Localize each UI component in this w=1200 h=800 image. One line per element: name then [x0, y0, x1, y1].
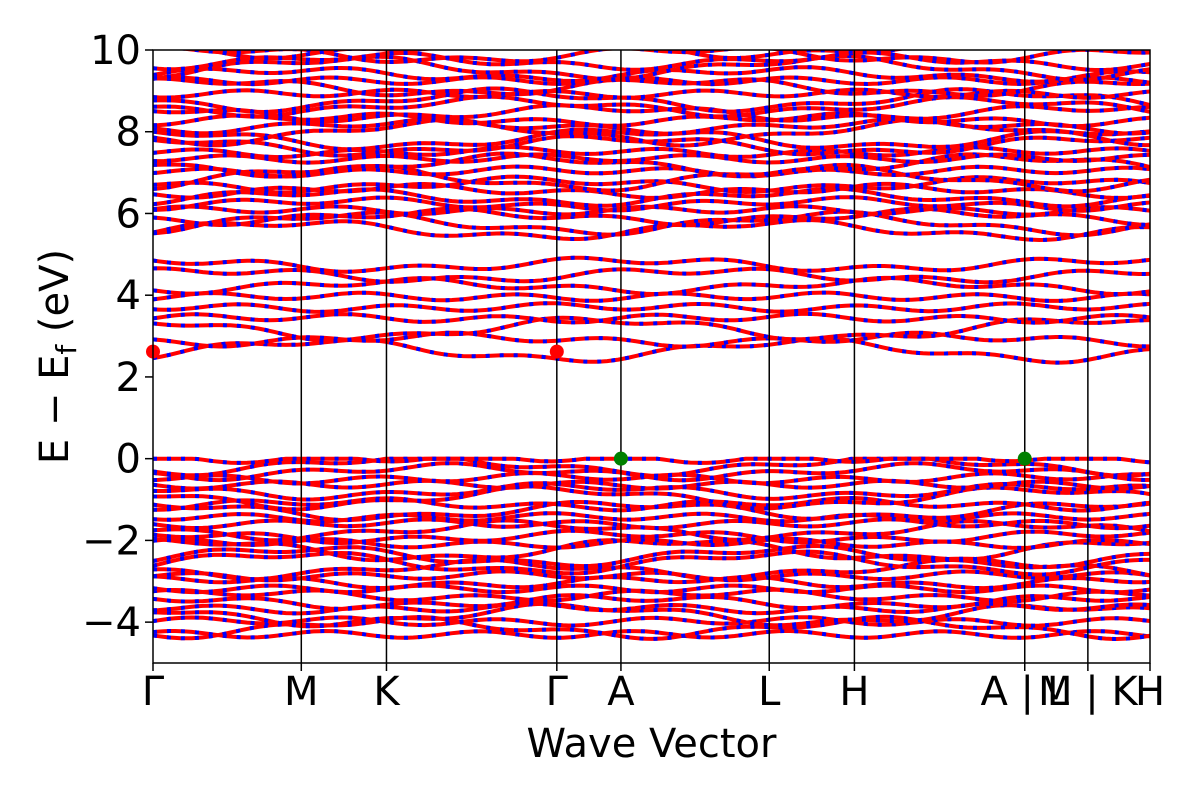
band-line-spin-up: [153, 549, 1150, 577]
band-line-spin-up: [153, 330, 1150, 349]
y-axis-label-subscript: f: [50, 344, 83, 355]
band-line-spin-up: [153, 593, 1150, 611]
x-tick-label: A: [607, 669, 635, 715]
band-line-spin-up: [153, 164, 1150, 179]
band-line-spin-up: [153, 76, 1150, 98]
band-line-spin-up: [153, 275, 1150, 296]
band-line-spin-up: [153, 511, 1150, 524]
band-line-spin-up: [153, 75, 1150, 87]
x-tick-label: M | K: [1038, 669, 1139, 715]
y-axis-label: E − Ef (eV): [32, 249, 83, 464]
vbm-marker: [1017, 451, 1032, 466]
band-line-spin-up: [153, 336, 1150, 365]
y-tick-label: 6: [116, 191, 141, 237]
cbm-marker: [549, 344, 564, 359]
x-tick-label: M: [284, 669, 319, 715]
band-line-spin-up: [153, 266, 1150, 285]
x-tick-label: Γ: [142, 669, 165, 715]
band-line-spin-down: [153, 37, 1150, 47]
x-tick-label: K: [373, 669, 401, 715]
x-tick-label: L: [758, 669, 781, 715]
band-line-spin-up: [153, 456, 1150, 478]
band-line-spin-up: [153, 116, 1150, 136]
band-line-spin-up: [153, 206, 1150, 228]
band-line-spin-up: [153, 601, 1150, 629]
y-axis-label-main: E − E: [32, 355, 78, 465]
band-line-spin-up: [153, 478, 1150, 491]
band-line-spin-up: [153, 517, 1150, 531]
band-line-spin-up: [153, 628, 1150, 640]
band-line-spin-up: [153, 94, 1150, 119]
vbm-marker: [613, 451, 628, 466]
y-tick-label: 8: [116, 110, 141, 156]
band-line-spin-up: [153, 569, 1150, 583]
band-line-spin-up: [153, 103, 1150, 124]
band-line-spin-up: [153, 53, 1150, 82]
band-line-spin-up: [153, 50, 1150, 61]
band-line-spin-up: [153, 557, 1150, 582]
x-axis-label: Wave Vector: [527, 721, 778, 767]
band-line-spin-up: [153, 315, 1150, 343]
band-line-spin-up: [153, 152, 1150, 165]
band-line-spin-up: [153, 615, 1150, 628]
y-tick-label: −2: [82, 518, 141, 564]
band-line-spin-up: [153, 583, 1150, 595]
band-line-spin-up: [153, 209, 1150, 238]
y-tick-label: 2: [116, 355, 141, 401]
band-line-spin-up: [153, 37, 1150, 47]
y-axis-ticks: −4 −2 0 2 4 6 8 10: [82, 28, 153, 646]
band-lines: [153, 37, 1150, 642]
x-tick-label: A | L: [980, 669, 1069, 715]
y-tick-label: 0: [116, 437, 141, 483]
plot-frame: [152, 49, 1151, 664]
x-tick-label: H: [1135, 669, 1165, 715]
y-tick-label: −4: [82, 600, 141, 646]
band-line-spin-down: [153, 117, 1150, 148]
band-line-spin-up: [153, 195, 1150, 213]
band-line-spin-up: [153, 218, 1150, 243]
band-line-spin-up: [153, 255, 1150, 274]
band-line-spin-up: [153, 495, 1150, 513]
band-line-spin-up: [153, 536, 1150, 550]
band-line-spin-up: [153, 311, 1150, 325]
y-tick-label: 4: [116, 273, 141, 319]
x-tick-label: Γ: [546, 669, 569, 715]
x-tick-label: H: [839, 669, 869, 715]
band-line-spin-up: [153, 301, 1150, 314]
band-edge-markers: [146, 344, 1032, 466]
band-line-spin-up: [153, 87, 1150, 100]
band-line-spin-up: [153, 174, 1150, 195]
y-tick-label: 10: [90, 28, 141, 74]
band-line-spin-up: [153, 574, 1150, 591]
y-axis-label-unit: (eV): [32, 249, 78, 345]
band-line-spin-up: [153, 528, 1150, 545]
band-line-spin-up: [153, 536, 1150, 563]
band-line-spin-up: [153, 456, 1150, 465]
